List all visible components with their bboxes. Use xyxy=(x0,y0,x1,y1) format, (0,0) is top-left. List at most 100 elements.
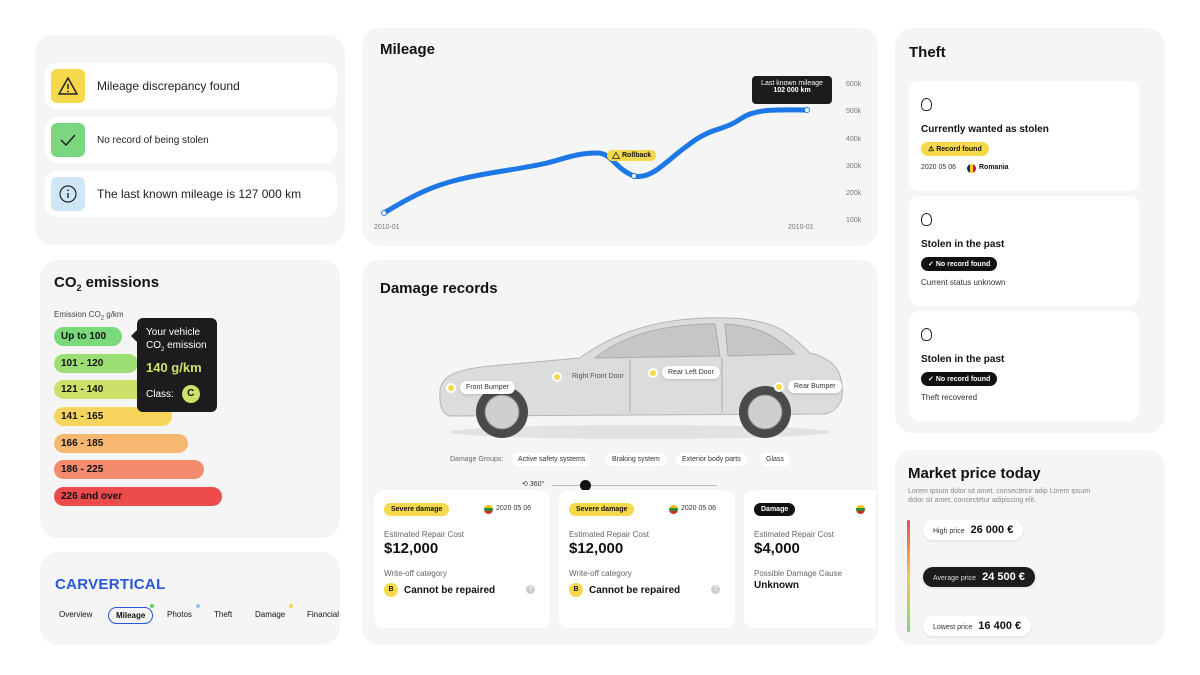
rollback-badge: Rollback xyxy=(607,150,657,161)
mileage-card: Mileage Last known mileage 102 000 km Ro… xyxy=(362,28,878,246)
category-letter: B xyxy=(384,583,398,597)
tooltip-line1: Your vehicle xyxy=(146,327,201,338)
mileage-title: Mileage xyxy=(380,41,436,58)
y-tick: 200k xyxy=(846,190,862,198)
mileage-chart xyxy=(381,107,810,216)
tab-theft[interactable]: Theft xyxy=(214,610,233,619)
tab-mileage[interactable]: Mileage xyxy=(108,607,154,624)
last-mileage-tooltip: Last known mileage 102 000 km xyxy=(752,76,832,104)
category-value: Cannot be repaired xyxy=(589,585,681,596)
rotate-slider-track[interactable] xyxy=(552,485,717,486)
marker-rear-bumper[interactable]: Rear Bumper xyxy=(774,380,842,393)
damage-record-2[interactable]: Severe damage 2020 05 06 Estimated Repai… xyxy=(559,490,735,628)
alert-text: No record of being stolen xyxy=(97,134,209,146)
tooltip-value: 102 000 km xyxy=(773,87,811,94)
tooltip-label: Last known mileage xyxy=(761,80,823,87)
mileage-start-point xyxy=(381,210,387,216)
tab-damage[interactable]: Damage xyxy=(255,610,286,619)
alert-not-stolen[interactable]: No record of being stolen xyxy=(45,117,337,163)
alert-last-mileage[interactable]: The last known mileage is 127 000 km xyxy=(45,171,337,217)
y-tick: 500k xyxy=(846,108,862,116)
cost-value: $12,000 xyxy=(569,540,624,557)
marker-dot xyxy=(774,381,784,392)
mileage-line xyxy=(381,107,810,216)
severity-badge: Severe damage xyxy=(384,503,450,516)
group-active-safety[interactable]: Active safety systems xyxy=(512,453,592,466)
alert-mileage-discrepancy[interactable]: Mileage discrepancy found xyxy=(45,63,337,109)
y-tick: 400k xyxy=(846,135,862,143)
help-icon[interactable]: ? xyxy=(711,585,720,594)
brand-card xyxy=(40,552,340,645)
market-card: Market price today Lorem ipsum dolor sit… xyxy=(895,450,1165,645)
tab-financial[interactable]: Financial xyxy=(307,610,340,619)
marker-dot xyxy=(648,367,658,378)
x-tick-end: 2010-01 xyxy=(788,224,814,231)
check-icon xyxy=(51,123,85,157)
rotate-icon: ⟲ 360° xyxy=(522,481,545,488)
x-tick-start: 2010-01 xyxy=(374,224,400,231)
severity-badge: Severe damage xyxy=(569,503,635,516)
cause-value: Unknown xyxy=(754,580,799,591)
price-gradient-bar xyxy=(907,520,910,632)
cost-label: Estimated Repair Cost xyxy=(384,530,465,539)
co2-band-2: 101 - 120 xyxy=(54,354,138,373)
marker-front-bumper[interactable]: Front Bumper xyxy=(446,381,515,394)
warning-icon xyxy=(612,152,620,159)
co2-subtitle: Emission CO2 g/km xyxy=(54,310,124,322)
marker-dot xyxy=(552,371,562,382)
damage-record-3[interactable]: Damage Estimated Repair Cost $4,000 Poss… xyxy=(744,490,876,628)
mileage-end-point xyxy=(804,107,810,113)
tab-damage-dot xyxy=(289,604,293,608)
marker-rear-left-door[interactable]: Rear Left Door xyxy=(648,366,720,379)
rotate-label: 360° xyxy=(529,481,545,488)
severity-badge: Damage xyxy=(754,503,796,516)
cost-value: $4,000 xyxy=(754,540,800,557)
tooltip-class-label: Class: xyxy=(146,388,174,400)
warning-icon xyxy=(51,69,85,103)
cost-value: $12,000 xyxy=(384,540,439,557)
help-icon[interactable]: ? xyxy=(526,585,535,594)
no-record-badge: ✓ No record found xyxy=(921,257,998,271)
co2-card: CO2 emissions Emission CO2 g/km Up to 10… xyxy=(40,260,340,538)
class-badge: C xyxy=(181,385,200,403)
theft-item-past-2[interactable]: Stolen in the past ✓ No record found The… xyxy=(909,311,1139,421)
group-glass[interactable]: Glass xyxy=(760,453,790,466)
theft-status: Current status unknown xyxy=(921,278,1006,287)
y-tick: 300k xyxy=(846,162,862,170)
theft-item-past-1[interactable]: Stolen in the past ✓ No record found Cur… xyxy=(909,196,1139,306)
tab-overview[interactable]: Overview xyxy=(59,610,93,619)
market-desc: Lorem ipsum dolor sit amet, consectetur … xyxy=(908,488,1091,504)
alert-text: Mileage discrepancy found xyxy=(97,79,240,93)
damage-record-1[interactable]: Severe damage 2020 05 06 Estimated Repai… xyxy=(374,490,550,628)
category-label: Write-off category xyxy=(569,569,632,578)
co2-tooltip: Your vehicle CO2 emission 140 g/km Class… xyxy=(131,318,217,412)
alerts-card: Mileage discrepancy found No record of b… xyxy=(35,35,345,245)
flag-icon xyxy=(484,505,493,514)
theft-heading: Currently wanted as stolen xyxy=(921,124,1049,135)
group-braking[interactable]: Braking system xyxy=(606,453,666,466)
tab-photos[interactable]: Photos xyxy=(167,610,192,619)
marker-dot xyxy=(446,382,456,393)
carvertical-logo: CARVERTICAL xyxy=(55,576,166,593)
co2-title: CO2 emissions xyxy=(54,274,160,293)
average-price: Average price 24 500 € xyxy=(923,567,1035,587)
marker-right-front-door[interactable]: Right Front Door xyxy=(552,370,630,383)
tooltip-line2: CO2 emission xyxy=(146,340,207,353)
theft-title: Theft xyxy=(909,44,946,61)
damage-title: Damage records xyxy=(380,280,498,297)
theft-heading: Stolen in the past xyxy=(921,239,1005,250)
co2-band-6: 186 - 225 xyxy=(54,460,204,479)
thief-icon xyxy=(921,213,932,226)
alert-text: The last known mileage is 127 000 km xyxy=(97,187,302,201)
co2-band-3: 121 - 140 xyxy=(54,380,154,399)
theft-item-wanted[interactable]: Currently wanted as stolen ⚠ Record foun… xyxy=(909,81,1139,191)
category-letter: B xyxy=(569,583,583,597)
co2-band-5: 166 - 185 xyxy=(54,434,188,453)
rotate-slider-handle[interactable] xyxy=(580,480,591,491)
damage-groups-label: Damage Groups: xyxy=(450,456,504,463)
group-exterior[interactable]: Exterior body parts xyxy=(676,453,747,466)
cause-label: Possible Damage Cause xyxy=(754,569,843,578)
market-title: Market price today xyxy=(908,465,1041,482)
lowest-price: Lowest price 16 400 € xyxy=(923,616,1032,636)
tooltip-value: 140 g/km xyxy=(146,360,202,375)
